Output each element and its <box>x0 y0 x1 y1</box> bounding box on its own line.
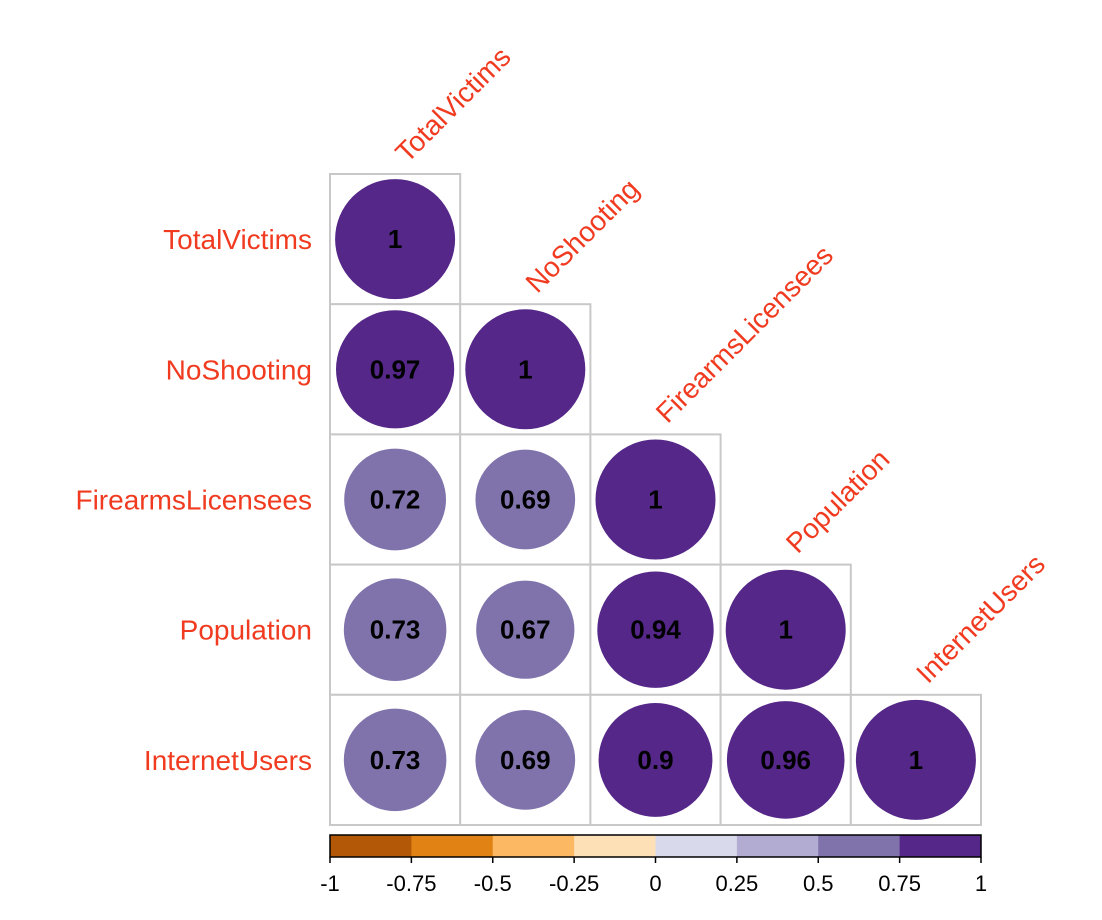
column-label: NoShooting <box>520 173 645 298</box>
correlation-value-label: 0.96 <box>760 745 811 775</box>
colorbar: -1 -0.75 -0.5 -0.25 0 0.25 0.5 0.75 1 <box>320 834 987 896</box>
matrix-cell: 0.69 <box>459 693 592 826</box>
column-label: Population <box>780 443 896 559</box>
row-label: Population <box>180 615 312 646</box>
correlation-circle <box>343 578 447 681</box>
matrix-cell: 1 <box>719 563 852 696</box>
matrix-cell: 0.69 <box>459 433 592 566</box>
colorbar-segment <box>899 835 982 857</box>
row-label: TotalVictims <box>163 224 312 255</box>
row-label: InternetUsers <box>144 745 312 776</box>
colorbar-segment <box>492 835 575 857</box>
matrix-cell: 0.73 <box>329 563 462 696</box>
colorbar-tick-label: 0.25 <box>715 871 758 896</box>
colorbar-tick-label: -0.5 <box>474 871 512 896</box>
matrix-cell: 1 <box>459 303 592 436</box>
correlation-value-label: 1 <box>778 615 792 645</box>
colorbar-tick-label: -0.75 <box>386 871 436 896</box>
matrix-cell: 0.97 <box>329 303 462 436</box>
colorbar-segment <box>655 835 738 857</box>
correlation-value-label: 1 <box>909 745 923 775</box>
column-label: FirearmsLicensees <box>650 239 839 428</box>
correlation-value-label: 0.97 <box>370 354 421 384</box>
correlation-circle <box>344 448 447 551</box>
correlation-value-label: 0.73 <box>370 615 421 645</box>
colorbar-segment <box>818 835 901 857</box>
correlation-value-label: 0.72 <box>370 485 421 515</box>
column-label: TotalVictims <box>389 41 516 168</box>
colorbar-segment <box>736 835 819 857</box>
matrix-cell: 0.94 <box>589 563 722 696</box>
matrix-cell: 0.96 <box>719 693 852 826</box>
matrix-cell: 0.72 <box>329 433 462 566</box>
matrix-cell: 0.73 <box>329 693 462 826</box>
correlation-circle <box>725 569 846 690</box>
matrix-cell: 0.9 <box>589 693 722 826</box>
correlation-value-label: 0.94 <box>630 615 681 645</box>
correlation-circle <box>595 439 716 560</box>
correlation-circle <box>726 701 845 819</box>
correlation-value-label: 0.69 <box>500 745 551 775</box>
colorbar-segment <box>411 835 494 857</box>
row-label: FirearmsLicensees <box>75 485 312 516</box>
colorbar-segment <box>330 835 412 857</box>
matrix-cell: 1 <box>849 693 982 826</box>
matrix-cell: 1 <box>589 433 722 566</box>
matrix-cell: 0.67 <box>459 563 592 696</box>
correlation-circle <box>598 702 713 817</box>
correlation-value-label: 0.9 <box>637 745 673 775</box>
correlation-circle <box>335 179 456 300</box>
correlation-circle <box>475 710 576 810</box>
correlation-circle <box>475 449 576 550</box>
correlation-value-label: 0.73 <box>370 745 421 775</box>
colorbar-tick-label: -0.25 <box>549 871 599 896</box>
correlation-circle <box>465 309 586 430</box>
colorbar-segment <box>574 835 656 857</box>
correlation-value-label: 1 <box>388 224 402 254</box>
correlation-value-label: 1 <box>518 354 532 384</box>
correlation-circle <box>855 699 976 820</box>
column-label: InternetUsers <box>910 548 1051 689</box>
correlation-circle <box>597 571 714 688</box>
colorbar-tick-label: 0.5 <box>803 871 834 896</box>
correlation-value-label: 0.69 <box>500 485 551 515</box>
cell-grid: 1 0.97 1 0.72 0.69 1 0.73 0.67 0.94 1 0.73 0.69 0.9 0… <box>329 173 982 826</box>
colorbar-tick-label: 1 <box>975 871 987 896</box>
correlation-circle <box>343 708 447 812</box>
colorbar-tick-label: 0.75 <box>878 871 921 896</box>
row-label: NoShooting <box>166 354 312 385</box>
colorbar-tick-label: -1 <box>320 871 340 896</box>
correlation-circle <box>476 580 575 679</box>
correlation-circle <box>336 310 455 429</box>
matrix-cell: 1 <box>329 173 462 306</box>
correlation-value-label: 1 <box>648 485 662 515</box>
correlation-value-label: 0.67 <box>500 615 551 645</box>
row-labels: TotalVictims NoShooting FirearmsLicensees P… <box>75 224 312 776</box>
colorbar-tick-label: 0 <box>649 871 661 896</box>
